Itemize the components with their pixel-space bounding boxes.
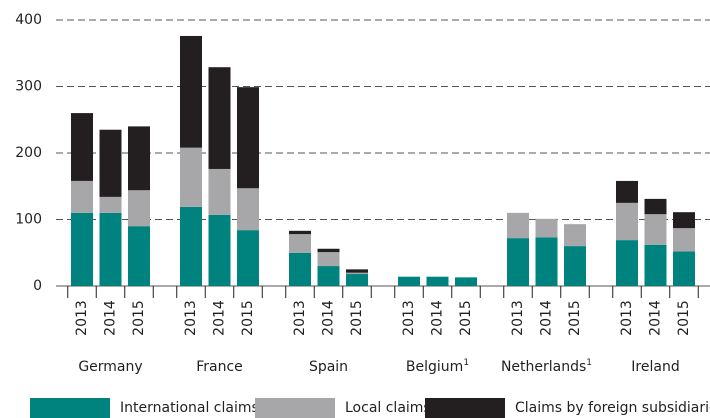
group-note: 1 bbox=[586, 358, 592, 368]
bar-segment bbox=[564, 246, 586, 286]
legend-label: Local claims bbox=[345, 400, 431, 416]
bar-segment bbox=[673, 212, 695, 229]
group-label: France bbox=[196, 359, 243, 375]
group-name: Spain bbox=[309, 359, 348, 375]
bar-segment bbox=[507, 238, 529, 286]
y-tick-label: 400 bbox=[15, 12, 42, 28]
x-tick-label: 2015 bbox=[567, 300, 583, 336]
bar-segment bbox=[99, 129, 122, 197]
group-name: Ireland bbox=[631, 359, 679, 375]
group-note: 1 bbox=[463, 358, 469, 368]
bar-segment bbox=[317, 252, 340, 267]
bar-segment bbox=[237, 230, 259, 286]
x-tick-label: 2013 bbox=[510, 300, 526, 336]
x-tick-label: 2014 bbox=[212, 300, 228, 336]
bar-segment bbox=[289, 230, 311, 235]
bar-segment bbox=[71, 180, 93, 213]
bar-segment bbox=[564, 224, 586, 247]
bar-segment bbox=[616, 240, 638, 286]
bar-segment bbox=[99, 212, 122, 286]
bar-segment bbox=[673, 228, 695, 252]
y-tick-label: 300 bbox=[15, 79, 42, 95]
x-tick-label: 2013 bbox=[619, 300, 635, 336]
x-tick-label: 2015 bbox=[458, 300, 474, 336]
bar-segment bbox=[644, 244, 667, 286]
legend-label: Claims by foreign subsidiaries bbox=[515, 400, 710, 416]
bar-segment bbox=[289, 234, 311, 253]
bar-segment bbox=[208, 214, 231, 286]
x-tick-label: 2015 bbox=[131, 300, 147, 336]
bar-segment bbox=[426, 276, 449, 286]
group-name: France bbox=[196, 359, 243, 375]
bar-segment bbox=[507, 212, 529, 239]
bar-segment bbox=[616, 180, 638, 203]
bar-segment bbox=[535, 237, 558, 286]
bar-segment bbox=[237, 188, 259, 231]
bar-segment bbox=[237, 87, 259, 189]
bar-segment bbox=[180, 206, 202, 286]
x-tick-label: 2015 bbox=[240, 300, 256, 336]
bar-segment bbox=[644, 198, 667, 215]
x-tick-label: 2013 bbox=[183, 300, 199, 336]
bar-segment bbox=[128, 126, 150, 191]
bar-segment bbox=[71, 113, 93, 181]
bar-segment bbox=[346, 272, 368, 275]
bar-segment bbox=[128, 226, 150, 286]
group-label: Spain bbox=[309, 359, 348, 375]
y-tick-label: 200 bbox=[15, 145, 42, 161]
bar-segment bbox=[71, 212, 93, 286]
legend-swatch bbox=[255, 398, 335, 418]
group-name: Germany bbox=[78, 359, 142, 375]
bar-segment bbox=[644, 214, 667, 245]
bar-segment bbox=[673, 251, 695, 286]
x-tick-label: 2014 bbox=[430, 300, 446, 336]
bar-segment bbox=[289, 252, 311, 286]
group-label: Belgium1 bbox=[406, 358, 469, 376]
x-tick-label: 2013 bbox=[74, 300, 90, 336]
x-tick-label: 2015 bbox=[676, 300, 692, 336]
x-tick-label: 2015 bbox=[349, 300, 365, 336]
x-tick-label: 2014 bbox=[648, 300, 664, 336]
bar-segment bbox=[208, 67, 231, 169]
group-label: Ireland bbox=[631, 359, 679, 375]
legend-swatch bbox=[425, 398, 505, 418]
x-tick-label: 2013 bbox=[401, 300, 417, 336]
legend-swatch bbox=[30, 398, 110, 418]
bar-segment bbox=[208, 168, 231, 215]
bar-segment bbox=[317, 266, 340, 286]
x-tick-label: 2014 bbox=[539, 300, 555, 336]
bar-segment bbox=[398, 276, 420, 286]
group-name: Belgium bbox=[406, 359, 463, 375]
legend-label: International claims bbox=[120, 400, 259, 416]
bar-segment bbox=[535, 218, 558, 238]
group-label: Germany bbox=[78, 359, 142, 375]
bar-segment bbox=[455, 277, 477, 286]
x-tick-label: 2014 bbox=[321, 300, 337, 336]
y-tick-label: 0 bbox=[33, 278, 42, 294]
x-tick-label: 2013 bbox=[292, 300, 308, 336]
bar-segment bbox=[616, 202, 638, 241]
bar-segment bbox=[128, 190, 150, 227]
bar-segment bbox=[99, 196, 122, 213]
y-tick-label: 100 bbox=[15, 212, 42, 228]
bar-segment bbox=[180, 35, 202, 148]
group-label: Netherlands1 bbox=[501, 358, 592, 376]
group-name: Netherlands bbox=[501, 359, 586, 375]
bar-segment bbox=[180, 147, 202, 207]
bar-segment bbox=[346, 274, 368, 286]
bar-segment bbox=[317, 248, 340, 253]
bar-segment bbox=[346, 269, 368, 273]
x-tick-label: 2014 bbox=[103, 300, 119, 336]
